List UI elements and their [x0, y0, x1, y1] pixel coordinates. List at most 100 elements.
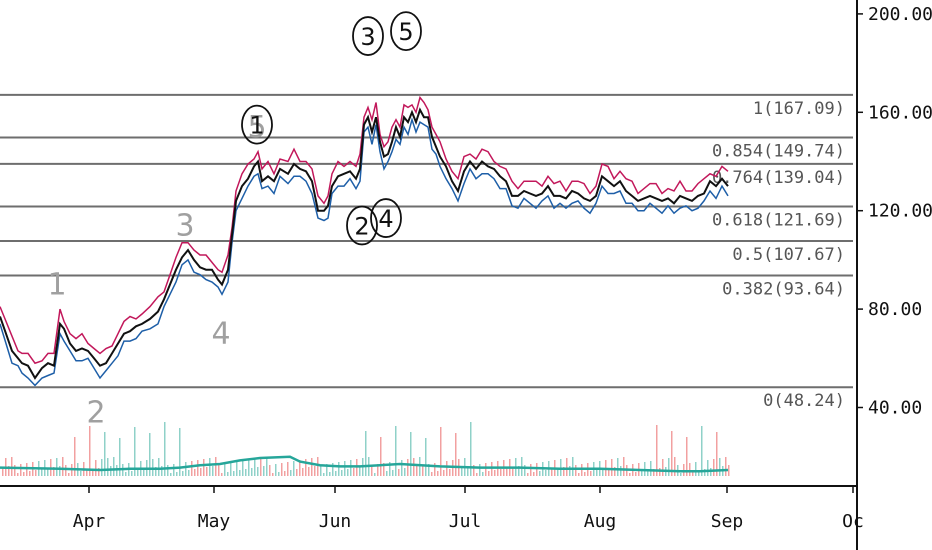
volume-bar [443, 470, 445, 476]
y-axis: 200.00 160.00 120.00 80.00 40.00 [857, 4, 932, 419]
wave-label-grey-1: 1 [47, 267, 66, 302]
low-price-line[interactable] [0, 117, 729, 387]
volume-bar [398, 469, 400, 476]
volume-bar [302, 468, 304, 476]
volume-bar [257, 467, 259, 476]
volume-bar [269, 465, 271, 476]
volume-bar [209, 458, 211, 476]
volume-bar [536, 463, 538, 476]
wave-label-circled-2: 2 [354, 212, 369, 240]
volume-bar [623, 457, 625, 476]
volume-bar [584, 472, 586, 476]
volume-bar [23, 472, 25, 476]
volume-bar [635, 472, 637, 476]
volume-bar [182, 471, 184, 476]
volume-bar [488, 471, 490, 476]
volume-bar [716, 432, 718, 476]
volume-bar [431, 472, 433, 476]
volume-bar [425, 438, 427, 476]
volume-bar [341, 470, 343, 476]
volume-bar [53, 467, 55, 476]
close-price-line[interactable] [0, 107, 729, 380]
volume-bar [47, 468, 49, 476]
x-tick-label: May [198, 511, 231, 532]
fib-label-1: 1(167.09) [753, 99, 845, 119]
volume-bar [422, 465, 424, 476]
volume-average-line[interactable] [0, 455, 729, 473]
volume-bar [155, 467, 157, 476]
volume-bar [260, 458, 262, 476]
y-tick-label: 120.00 [868, 201, 932, 222]
volume-bar [197, 460, 199, 476]
volume-bar [212, 466, 214, 476]
volume-bar [659, 468, 661, 476]
volume-bar [254, 459, 256, 476]
volume-bar [461, 467, 463, 476]
volume-bar [407, 459, 409, 476]
volume-bar [206, 467, 208, 476]
volume-bar [653, 469, 655, 476]
volume-bar [590, 471, 592, 476]
volume-bar [608, 468, 610, 476]
volume-bar [230, 463, 232, 476]
x-tick-label: Apr [73, 511, 106, 532]
volume-bar [329, 472, 331, 476]
fib-label-0.618: 0.618(121.69) [712, 211, 845, 231]
wave-label-grey-4: 4 [211, 317, 230, 352]
volume-bar [386, 471, 388, 476]
volume-bar [620, 466, 622, 476]
volume-bar [137, 470, 139, 476]
wave-circle-2 [346, 205, 378, 246]
volume-bar [707, 460, 709, 476]
volume-bar [164, 422, 166, 476]
volume-bar [617, 458, 619, 476]
x-tick-label: Sep [711, 511, 744, 532]
volume-bar [278, 472, 280, 476]
volume-bar [419, 457, 421, 476]
volume-bar [518, 466, 520, 476]
volume-bar [326, 464, 328, 476]
volume-bar [119, 438, 121, 476]
wave-label-circled-5: 5 [398, 18, 413, 46]
volume-bar [332, 463, 334, 476]
volume-bar [392, 470, 394, 476]
volume-bar [290, 470, 292, 476]
volume-bar [203, 459, 205, 476]
x-axis: Apr May Jun Jul Aug Sep Oc [73, 486, 864, 532]
volume-bar [377, 464, 379, 476]
volume-bar [2, 467, 4, 476]
volume-bar [674, 457, 676, 476]
volume-bar [572, 457, 574, 476]
volume-bar [371, 465, 373, 476]
volume-bar [323, 473, 325, 476]
volume-bar [161, 466, 163, 476]
fib-label-0.764: 0.764(139.04) [712, 168, 845, 188]
volume-bar [389, 462, 391, 476]
x-tick-label: Aug [584, 511, 617, 532]
wave-label-grey-2: 2 [86, 395, 105, 430]
volume-bar [335, 471, 337, 476]
volume-bar [551, 469, 553, 476]
volume-bar [359, 467, 361, 476]
high-price-line[interactable] [0, 95, 729, 365]
volume-bar [437, 471, 439, 476]
y-tick-label: 40.00 [868, 398, 922, 419]
volume-bar [11, 457, 13, 476]
volume-bar [404, 468, 406, 476]
volume-bar [62, 457, 64, 476]
volume-bar [476, 473, 478, 476]
volume-bar [689, 463, 691, 476]
volume-bar [434, 463, 436, 476]
volume-bar [479, 464, 481, 476]
volume-bar [578, 473, 580, 476]
volume-bar [728, 465, 730, 476]
volume-bar [20, 464, 22, 476]
volume-bar [494, 470, 496, 476]
volume-bar [188, 470, 190, 476]
right-axis-panel [853, 0, 932, 550]
volume-bar [281, 463, 283, 476]
volume-bar [365, 431, 367, 476]
volume-bar [287, 462, 289, 476]
